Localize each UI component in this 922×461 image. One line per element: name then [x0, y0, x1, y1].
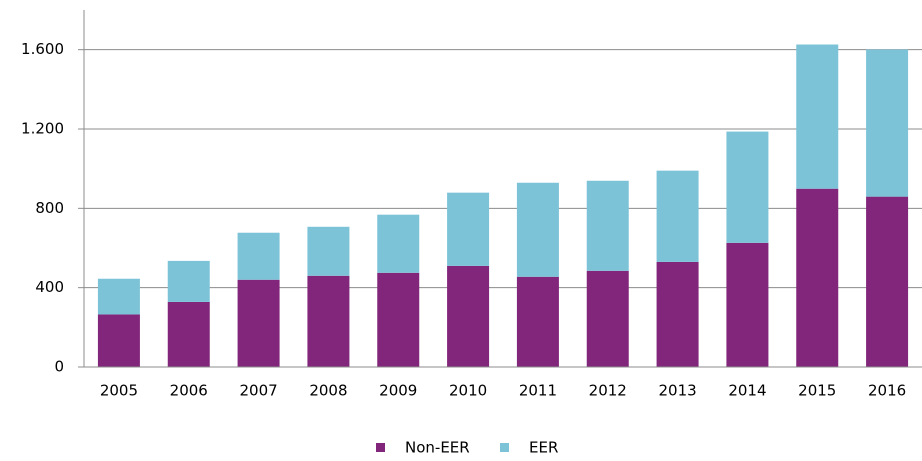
bar-segment: [307, 275, 350, 367]
legend-label: EER: [529, 439, 558, 457]
bar-segment: [866, 196, 909, 367]
bar-segment: [447, 265, 490, 367]
bar-segment: [167, 260, 210, 302]
bar-segment: [97, 314, 140, 367]
bar-segment: [237, 232, 280, 280]
y-tick-label: 0: [54, 358, 64, 376]
y-tick-label: 400: [35, 278, 64, 296]
bar-segment: [516, 182, 559, 277]
bar-segment: [796, 44, 839, 189]
bar-segment: [237, 279, 280, 367]
bar-segment: [726, 242, 769, 367]
x-tick-label: 2014: [728, 382, 766, 400]
x-tick-label: 2007: [239, 382, 277, 400]
x-tick-label: 2008: [309, 382, 347, 400]
x-tick-label: 2012: [589, 382, 627, 400]
bar-segment: [586, 270, 629, 367]
bar-segment: [516, 276, 559, 367]
bar-segment: [656, 170, 699, 262]
legend-swatch: [500, 443, 509, 452]
x-tick-label: 2006: [170, 382, 208, 400]
x-tick-label: 2005: [100, 382, 138, 400]
bar-segment: [97, 278, 140, 315]
bar-segment: [656, 261, 699, 367]
x-tick-label: 2015: [798, 382, 836, 400]
bar-segment: [167, 301, 210, 367]
x-tick-label: 2016: [868, 382, 906, 400]
y-tick-label: 1.200: [21, 120, 64, 138]
x-tick-label: 2011: [519, 382, 557, 400]
bar-segment: [866, 49, 909, 197]
bar-segment: [447, 192, 490, 266]
bar-segment: [726, 131, 769, 243]
legend-swatch: [376, 443, 385, 452]
y-tick-label: 1.600: [21, 40, 64, 58]
bar-segment: [377, 272, 420, 367]
x-tick-label: 2013: [658, 382, 696, 400]
x-tick-label: 2010: [449, 382, 487, 400]
bar-segment: [796, 188, 839, 367]
bar-segment: [307, 226, 350, 276]
bar-segment: [586, 180, 629, 271]
y-tick-label: 800: [35, 199, 64, 217]
bar-segment: [377, 214, 420, 273]
legend-label: Non-EER: [405, 439, 470, 457]
x-tick-label: 2009: [379, 382, 417, 400]
